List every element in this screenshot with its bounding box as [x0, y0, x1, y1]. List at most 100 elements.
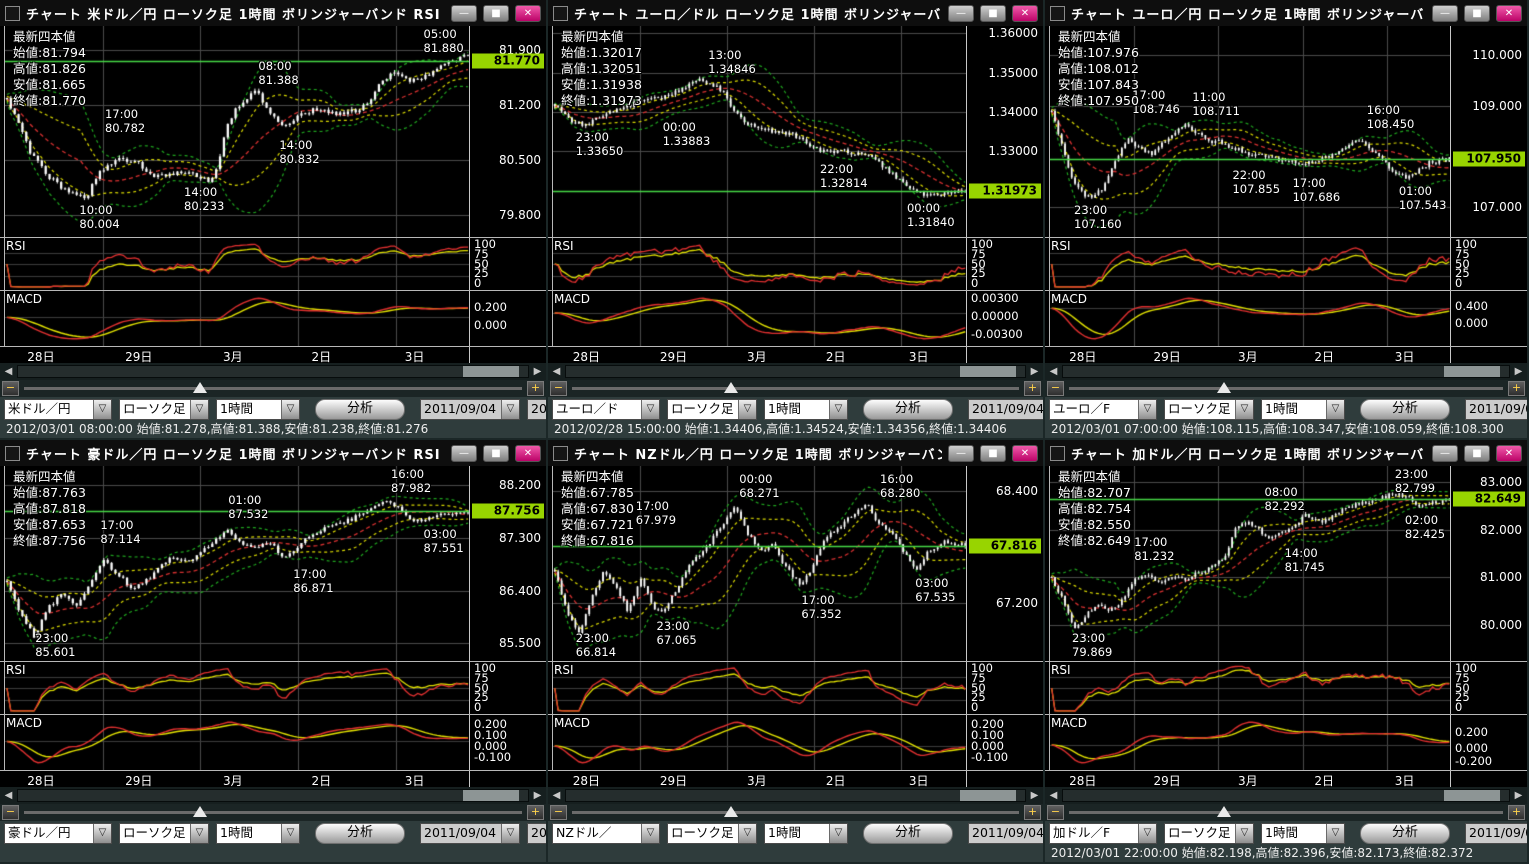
close-button[interactable]: ✕	[1012, 444, 1038, 462]
zoom-slider-thumb[interactable]	[723, 382, 738, 393]
zoom-slider-thumb[interactable]	[1216, 806, 1231, 817]
scroll-left-button[interactable]: ◀	[4, 366, 13, 377]
zoom-slider-track[interactable]	[24, 382, 522, 393]
zoom-out-button[interactable]: −	[550, 805, 567, 820]
dropdown-arrow-icon[interactable]: ▽	[190, 823, 208, 843]
date-to-select[interactable]: 2012/03/04 ▽	[527, 398, 546, 420]
zoom-slider-track[interactable]	[572, 806, 1019, 817]
candlestick-canvas[interactable]	[553, 466, 967, 661]
minimize-button[interactable]: —	[1432, 444, 1458, 462]
scroll-right-button[interactable]: ▶	[1030, 790, 1039, 801]
rsi-canvas[interactable]	[5, 238, 470, 290]
candlestick-canvas[interactable]	[1050, 26, 1451, 237]
window-menu-icon[interactable]	[5, 5, 20, 21]
scroll-left-button[interactable]: ◀	[1049, 790, 1058, 801]
dropdown-arrow-icon[interactable]: ▽	[281, 399, 299, 419]
date-from-select[interactable]: 2011/09/04 ▽	[1465, 822, 1527, 844]
dropdown-arrow-icon[interactable]: ▽	[501, 823, 519, 843]
dropdown-arrow-icon[interactable]: ▽	[738, 823, 756, 843]
dropdown-arrow-icon[interactable]: ▽	[1138, 823, 1156, 843]
dropdown-arrow-icon[interactable]: ▽	[829, 399, 847, 419]
scroll-left-button[interactable]: ◀	[552, 790, 561, 801]
date-from-select[interactable]: 2011/09/04 ▽	[968, 398, 1043, 420]
zoom-out-button[interactable]: −	[550, 381, 567, 396]
zoom-slider-thumb[interactable]	[193, 806, 208, 817]
scroll-right-button[interactable]: ▶	[1514, 366, 1523, 377]
chart-type-select[interactable]: ローソク足 ▽	[1164, 398, 1254, 420]
dropdown-arrow-icon[interactable]: ▽	[190, 399, 208, 419]
chart-type-select[interactable]: ローソク足 ▽	[1164, 822, 1254, 844]
zoom-in-button[interactable]: +	[1508, 805, 1525, 820]
minimize-button[interactable]: —	[451, 4, 477, 22]
minimize-button[interactable]: —	[948, 4, 974, 22]
dropdown-arrow-icon[interactable]: ▽	[641, 823, 659, 843]
macd-canvas[interactable]	[5, 291, 470, 346]
chart-type-select[interactable]: ローソク足 ▽	[119, 398, 209, 420]
currency-pair-select[interactable]: 加ドル／F ▽	[1049, 822, 1157, 844]
scrollbar-track[interactable]	[565, 365, 1026, 378]
maximize-button[interactable]: ■	[483, 444, 509, 462]
close-button[interactable]: ✕	[1496, 4, 1522, 22]
scroll-left-button[interactable]: ◀	[552, 366, 561, 377]
dropdown-arrow-icon[interactable]: ▽	[93, 399, 111, 419]
scroll-right-button[interactable]: ▶	[533, 790, 542, 801]
dropdown-arrow-icon[interactable]: ▽	[501, 399, 519, 419]
zoom-out-button[interactable]: −	[2, 381, 19, 396]
zoom-in-button[interactable]: +	[1508, 381, 1525, 396]
minimize-button[interactable]: —	[1432, 4, 1458, 22]
scrollbar-track[interactable]	[565, 789, 1026, 802]
timeframe-select[interactable]: 1時間 ▽	[764, 398, 848, 420]
zoom-slider-track[interactable]	[1069, 806, 1503, 817]
window-menu-icon[interactable]	[5, 445, 20, 461]
scroll-right-button[interactable]: ▶	[1030, 366, 1039, 377]
dropdown-arrow-icon[interactable]: ▽	[281, 823, 299, 843]
scrollbar-thumb[interactable]	[1444, 790, 1500, 801]
close-button[interactable]: ✕	[515, 4, 541, 22]
date-from-select[interactable]: 2011/09/04 ▽	[420, 398, 520, 420]
zoom-out-button[interactable]: −	[2, 805, 19, 820]
timeframe-select[interactable]: 1時間 ▽	[216, 398, 300, 420]
zoom-out-button[interactable]: −	[1047, 381, 1064, 396]
timeframe-select[interactable]: 1時間 ▽	[1261, 822, 1345, 844]
chart-type-select[interactable]: ローソク足 ▽	[119, 822, 209, 844]
maximize-button[interactable]: ■	[483, 4, 509, 22]
zoom-in-button[interactable]: +	[527, 805, 544, 820]
macd-canvas[interactable]	[1050, 291, 1451, 346]
zoom-slider-thumb[interactable]	[1216, 382, 1231, 393]
date-to-select[interactable]: 2012/03/04 ▽	[527, 822, 546, 844]
zoom-in-button[interactable]: +	[1024, 805, 1041, 820]
scroll-right-button[interactable]: ▶	[1514, 790, 1523, 801]
rsi-canvas[interactable]	[1050, 238, 1451, 290]
dropdown-arrow-icon[interactable]: ▽	[641, 399, 659, 419]
close-button[interactable]: ✕	[1496, 444, 1522, 462]
currency-pair-select[interactable]: 米ドル／円 ▽	[4, 398, 112, 420]
analyze-button[interactable]: 分析	[863, 398, 953, 420]
dropdown-arrow-icon[interactable]: ▽	[1326, 823, 1344, 843]
dropdown-arrow-icon[interactable]: ▽	[1235, 399, 1253, 419]
close-button[interactable]: ✕	[1012, 4, 1038, 22]
maximize-button[interactable]: ■	[980, 4, 1006, 22]
currency-pair-select[interactable]: 豪ドル／円 ▽	[4, 822, 112, 844]
zoom-out-button[interactable]: −	[1047, 805, 1064, 820]
scrollbar-thumb[interactable]	[960, 366, 1016, 377]
macd-canvas[interactable]	[5, 715, 470, 770]
timeframe-select[interactable]: 1時間 ▽	[216, 822, 300, 844]
zoom-slider-track[interactable]	[24, 806, 522, 817]
date-from-select[interactable]: 2011/09/04 ▽	[420, 822, 520, 844]
zoom-slider-track[interactable]	[1069, 382, 1503, 393]
analyze-button[interactable]: 分析	[1360, 398, 1450, 420]
scrollbar-thumb[interactable]	[463, 366, 519, 377]
scroll-left-button[interactable]: ◀	[4, 790, 13, 801]
candlestick-canvas[interactable]	[5, 26, 470, 237]
zoom-slider-track[interactable]	[572, 382, 1019, 393]
date-from-select[interactable]: 2011/09/04 ▽	[968, 822, 1043, 844]
minimize-button[interactable]: —	[948, 444, 974, 462]
analyze-button[interactable]: 分析	[863, 822, 953, 844]
zoom-slider-thumb[interactable]	[193, 382, 208, 393]
scrollbar-track[interactable]	[1062, 789, 1510, 802]
zoom-slider-thumb[interactable]	[723, 806, 738, 817]
scrollbar-thumb[interactable]	[1444, 366, 1500, 377]
scroll-right-button[interactable]: ▶	[533, 366, 542, 377]
currency-pair-select[interactable]: ユーロ／ド ▽	[552, 398, 660, 420]
dropdown-arrow-icon[interactable]: ▽	[829, 823, 847, 843]
